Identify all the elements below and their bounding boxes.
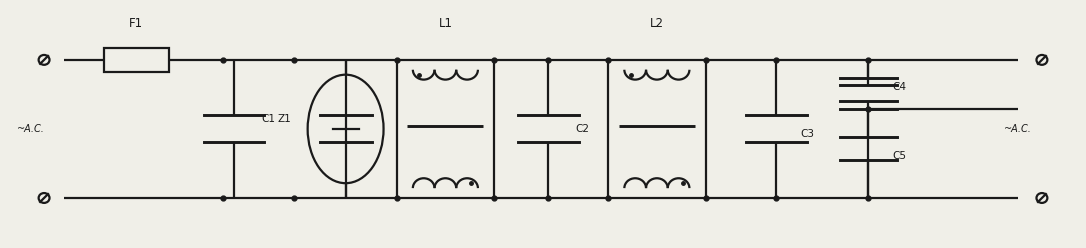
Ellipse shape — [308, 75, 382, 183]
Text: L1: L1 — [439, 17, 453, 30]
Text: C5: C5 — [893, 151, 906, 161]
Text: ~A.C.: ~A.C. — [1003, 124, 1032, 134]
Text: L2: L2 — [649, 17, 664, 30]
Text: ~A.C.: ~A.C. — [17, 124, 45, 134]
Bar — [104, 48, 168, 72]
Text: F1: F1 — [129, 17, 143, 30]
Text: Z1: Z1 — [278, 114, 291, 124]
Bar — [396, 60, 494, 198]
Text: C2: C2 — [576, 124, 590, 134]
Bar — [608, 60, 706, 198]
Text: C4: C4 — [893, 82, 906, 92]
Text: C1: C1 — [261, 114, 275, 124]
Text: C3: C3 — [800, 129, 814, 139]
